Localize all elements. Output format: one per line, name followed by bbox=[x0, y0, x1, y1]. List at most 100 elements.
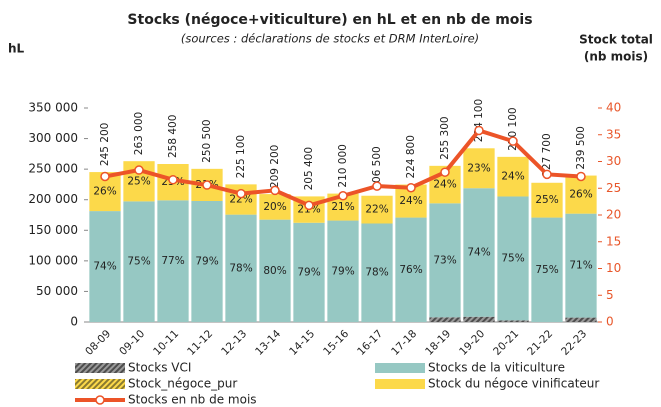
x-tick-label: 12-13 bbox=[219, 328, 249, 358]
total-label: 205 400 bbox=[303, 147, 315, 190]
share-label: 78% bbox=[229, 262, 252, 274]
bar-segment bbox=[361, 223, 393, 322]
total-label: 227 700 bbox=[541, 133, 553, 176]
share-label: 80% bbox=[263, 265, 286, 277]
legend-label: Stocks en nb de mois bbox=[128, 393, 257, 407]
share-label: 74% bbox=[93, 261, 116, 273]
total-label: 263 000 bbox=[133, 112, 145, 155]
y2-tick-label: 30 bbox=[606, 154, 621, 168]
bar-segment bbox=[191, 200, 223, 322]
y-tick-label: 150 000 bbox=[28, 223, 78, 237]
total-label: 258 400 bbox=[167, 115, 179, 158]
line-point bbox=[202, 180, 212, 190]
x-tick-label: 18-19 bbox=[423, 328, 453, 358]
line-point bbox=[270, 185, 280, 196]
y-tick-label: 0 bbox=[70, 315, 78, 329]
x-tick-label: 21-22 bbox=[525, 328, 555, 358]
bar-segment bbox=[463, 316, 495, 322]
line-point bbox=[372, 181, 382, 191]
share-label: 22% bbox=[229, 194, 252, 206]
line-point bbox=[474, 125, 484, 136]
share-label: 79% bbox=[195, 255, 218, 267]
share-label: 73% bbox=[433, 254, 456, 266]
share-label: 25% bbox=[127, 175, 150, 187]
x-tick-label: 11-12 bbox=[185, 328, 215, 358]
legend-label: Stock_négoce_pur bbox=[128, 377, 237, 391]
y-tick-label: 50 000 bbox=[36, 284, 78, 298]
bar-segment bbox=[565, 317, 597, 322]
line-point bbox=[338, 190, 348, 201]
total-label: 206 500 bbox=[371, 146, 383, 189]
y2-tick-label: 0 bbox=[606, 315, 614, 329]
share-label: 26% bbox=[93, 186, 116, 198]
bar-segment bbox=[497, 156, 529, 197]
bar-segment bbox=[225, 214, 257, 322]
bar-segment bbox=[497, 320, 529, 322]
share-label: 23% bbox=[467, 162, 490, 174]
total-label: 210 000 bbox=[337, 144, 349, 187]
legend-label: Stock du négoce vinificateur bbox=[428, 377, 599, 391]
line-point bbox=[576, 171, 586, 182]
bar-segment bbox=[463, 148, 495, 189]
y-tick-label: 200 000 bbox=[28, 192, 78, 206]
share-label: 71% bbox=[569, 260, 592, 272]
legend-swatch bbox=[95, 395, 105, 405]
total-label: 255 300 bbox=[439, 116, 451, 159]
y2-tick-label: 20 bbox=[606, 208, 621, 222]
total-label: 225 100 bbox=[235, 135, 247, 178]
x-tick-label: 22-23 bbox=[559, 328, 589, 358]
share-label: 24% bbox=[399, 195, 422, 207]
total-label: 224 800 bbox=[405, 135, 417, 178]
share-label: 25% bbox=[535, 194, 558, 206]
y2-tick-label: 35 bbox=[606, 127, 621, 141]
chart-title: Stocks (négoce+viticulture) en hL et en … bbox=[127, 12, 532, 28]
legend-swatch bbox=[375, 379, 425, 389]
total-label: 245 200 bbox=[99, 123, 111, 166]
x-tick-label: 10-11 bbox=[151, 328, 181, 358]
legend-label: Stocks de la viticulture bbox=[428, 361, 565, 375]
bar-segment bbox=[259, 194, 291, 220]
bar-segment bbox=[259, 219, 291, 322]
x-tick-label: 08-09 bbox=[83, 328, 113, 358]
share-label: 79% bbox=[331, 265, 354, 277]
y2-tick-label: 5 bbox=[606, 288, 614, 302]
share-label: 79% bbox=[297, 266, 320, 278]
y-axis-label: hL bbox=[8, 42, 25, 56]
legend-swatch bbox=[375, 363, 425, 373]
line-point bbox=[440, 167, 450, 177]
share-label: 78% bbox=[365, 267, 388, 279]
x-tick-label: 20-21 bbox=[491, 328, 521, 358]
share-label: 77% bbox=[161, 255, 184, 267]
x-tick-label: 17-18 bbox=[389, 328, 419, 358]
x-tick-label: 13-14 bbox=[253, 328, 283, 358]
bar-segment bbox=[89, 211, 121, 322]
total-label: 250 500 bbox=[201, 119, 213, 162]
share-label: 20% bbox=[263, 201, 286, 213]
share-label: 21% bbox=[331, 201, 354, 213]
share-label: 75% bbox=[535, 264, 558, 276]
bar-segment bbox=[293, 222, 325, 322]
y2-tick-label: 10 bbox=[606, 261, 621, 275]
bar-segment bbox=[429, 317, 461, 322]
y2-axis-label: (nb mois) bbox=[584, 50, 648, 64]
line-point bbox=[542, 169, 552, 180]
x-tick-label: 09-10 bbox=[117, 328, 147, 358]
line-point bbox=[304, 200, 314, 211]
line-point bbox=[168, 174, 178, 185]
share-label: 24% bbox=[433, 179, 456, 191]
bar-segment bbox=[429, 203, 461, 318]
line-point bbox=[406, 182, 416, 193]
y2-tick-label: 40 bbox=[606, 101, 621, 115]
legend-swatch bbox=[75, 379, 125, 389]
y-tick-label: 350 000 bbox=[28, 101, 78, 115]
bar-segment bbox=[157, 200, 189, 322]
bar-segment bbox=[361, 195, 393, 224]
bar-segment bbox=[123, 201, 155, 322]
legend-swatch bbox=[75, 363, 125, 373]
share-label: 22% bbox=[365, 204, 388, 216]
x-tick-label: 19-20 bbox=[457, 328, 487, 358]
x-tick-label: 14-15 bbox=[287, 328, 317, 358]
legend-label: Stocks VCI bbox=[128, 361, 191, 375]
y2-tick-label: 15 bbox=[606, 234, 621, 248]
